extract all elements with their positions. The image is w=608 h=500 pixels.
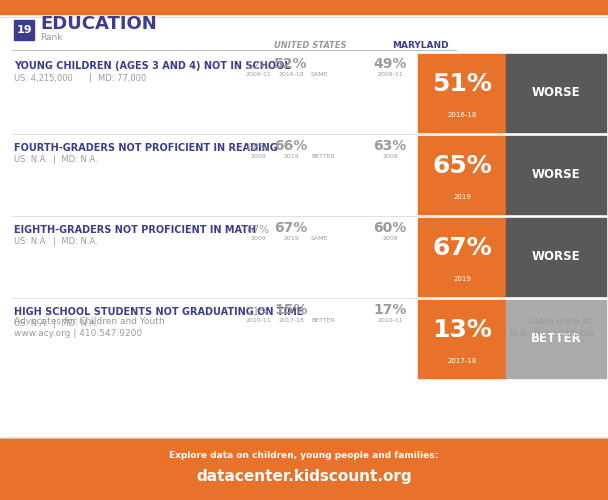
Text: |: | xyxy=(89,74,91,82)
Text: 17%: 17% xyxy=(373,303,407,317)
Text: 2019: 2019 xyxy=(283,236,299,242)
Text: MARYLAND: MARYLAND xyxy=(392,40,448,50)
Text: 2019: 2019 xyxy=(283,154,299,160)
Text: 52%: 52% xyxy=(274,57,308,71)
Bar xyxy=(506,136,606,214)
Text: WORSE: WORSE xyxy=(531,168,580,181)
Text: 67%: 67% xyxy=(432,236,492,260)
Text: 2009: 2009 xyxy=(382,236,398,242)
Bar xyxy=(0,0,608,14)
Text: 2009-11: 2009-11 xyxy=(245,72,271,78)
Text: 2019: 2019 xyxy=(453,194,471,200)
Text: 2016-18: 2016-18 xyxy=(447,112,477,118)
Text: 60%: 60% xyxy=(373,221,407,235)
Text: 2009-11: 2009-11 xyxy=(377,72,403,78)
Bar xyxy=(418,54,506,132)
Text: Rank: Rank xyxy=(40,32,63,42)
Text: 2017-18: 2017-18 xyxy=(278,318,304,324)
Text: 68%: 68% xyxy=(246,143,269,153)
Text: US: N.A.  |  MD: N.A.: US: N.A. | MD: N.A. xyxy=(14,238,98,246)
Text: BETTER: BETTER xyxy=(531,332,581,345)
Text: US: 4,215,000: US: 4,215,000 xyxy=(14,74,73,82)
Text: HIGH SCHOOL STUDENTS NOT GRADUATING ON TIME: HIGH SCHOOL STUDENTS NOT GRADUATING ON T… xyxy=(14,307,303,317)
Text: 2009: 2009 xyxy=(250,154,266,160)
Text: EDUCATION: EDUCATION xyxy=(40,15,157,33)
Text: 2017-18: 2017-18 xyxy=(447,358,477,364)
Text: 52%: 52% xyxy=(246,61,269,71)
Text: 66%: 66% xyxy=(274,139,308,153)
Text: FOURTH-GRADERS NOT PROFICIENT IN READING: FOURTH-GRADERS NOT PROFICIENT IN READING xyxy=(14,143,278,153)
Text: 21%: 21% xyxy=(246,307,269,317)
Text: 13%: 13% xyxy=(432,318,492,342)
Text: Advocates for Children and Youth: Advocates for Children and Youth xyxy=(14,318,165,326)
Bar xyxy=(418,300,506,378)
Text: 2019: 2019 xyxy=(453,276,471,282)
Text: MD: 77,000: MD: 77,000 xyxy=(98,74,147,82)
Text: N.A.: Not available: N.A.: Not available xyxy=(510,328,594,338)
Text: 67%: 67% xyxy=(274,221,308,235)
Text: 2009: 2009 xyxy=(382,154,398,160)
Text: 51%: 51% xyxy=(432,72,492,96)
Text: US: N.A.  |  MD: N.A.: US: N.A. | MD: N.A. xyxy=(14,156,98,164)
Text: 63%: 63% xyxy=(373,139,407,153)
Bar xyxy=(418,136,506,214)
Text: 49%: 49% xyxy=(373,57,407,71)
Text: WORSE: WORSE xyxy=(531,250,580,264)
Bar xyxy=(506,218,606,296)
Text: Explore data on children, young people and families:: Explore data on children, young people a… xyxy=(170,451,438,460)
Text: Learn more at: Learn more at xyxy=(528,318,594,326)
Text: 2009: 2009 xyxy=(250,236,266,242)
Text: 19: 19 xyxy=(16,25,32,35)
Text: 2010-11: 2010-11 xyxy=(245,318,271,324)
Text: 2010-11: 2010-11 xyxy=(377,318,403,324)
Text: YOUNG CHILDREN (AGES 3 AND 4) NOT IN SCHOOL: YOUNG CHILDREN (AGES 3 AND 4) NOT IN SCH… xyxy=(14,61,291,71)
Bar xyxy=(14,20,34,40)
Text: EIGHTH-GRADERS NOT PROFICIENT IN MATH: EIGHTH-GRADERS NOT PROFICIENT IN MATH xyxy=(14,225,256,235)
Text: SAME: SAME xyxy=(311,72,328,78)
Bar xyxy=(0,438,608,500)
Bar xyxy=(418,218,506,296)
Text: 65%: 65% xyxy=(432,154,492,178)
Text: US: N.A.  |  MD: N.A.: US: N.A. | MD: N.A. xyxy=(14,320,98,328)
Text: WORSE: WORSE xyxy=(531,86,580,100)
Text: BETTER: BETTER xyxy=(311,318,335,324)
Text: datacenter.kidscount.org: datacenter.kidscount.org xyxy=(196,469,412,484)
Text: BETTER: BETTER xyxy=(311,154,335,160)
Text: SAME: SAME xyxy=(311,236,328,242)
Bar xyxy=(506,54,606,132)
Text: www.acy.org | 410.547.9200: www.acy.org | 410.547.9200 xyxy=(14,328,142,338)
Text: 67%: 67% xyxy=(246,225,269,235)
Text: UNITED STATES: UNITED STATES xyxy=(274,40,347,50)
Text: 2016-18: 2016-18 xyxy=(278,72,304,78)
Bar xyxy=(506,300,606,378)
Text: 15%: 15% xyxy=(274,303,308,317)
